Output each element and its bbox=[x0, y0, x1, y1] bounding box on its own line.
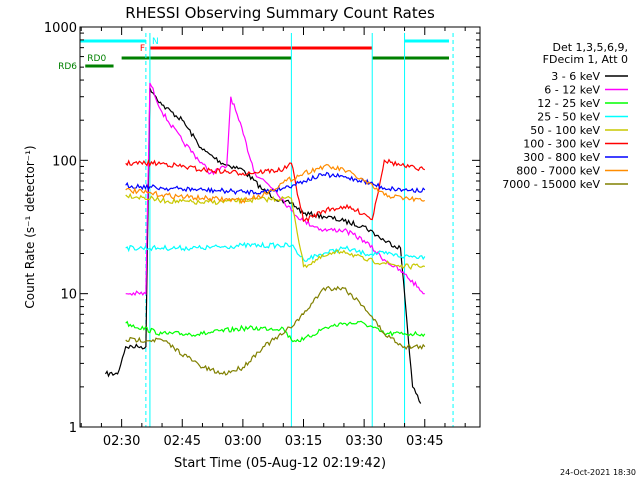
legend-label-5: 100 - 300 keV bbox=[523, 138, 600, 151]
flag-label-2: F bbox=[140, 44, 145, 54]
series-line-0 bbox=[104, 87, 422, 404]
legend-label-2: 12 - 25 keV bbox=[537, 97, 600, 110]
y-tick-label-0: 1 bbox=[69, 421, 77, 436]
legend-header-1: FDecim 1, Att 0 bbox=[543, 53, 628, 66]
x-tick-label-0: 02:30 bbox=[103, 434, 140, 449]
plot-frame bbox=[79, 26, 481, 428]
legend-header-0: Det 1,3,5,6,9, bbox=[552, 41, 628, 54]
legend-label-7: 800 - 7000 keV bbox=[516, 165, 600, 178]
x-tick-label-3: 03:15 bbox=[285, 434, 322, 449]
series-line-3 bbox=[125, 241, 426, 262]
chart-title: RHESSI Observing Summary Count Rates bbox=[125, 4, 435, 22]
x-tick-label-2: 03:00 bbox=[224, 434, 261, 449]
series-line-1 bbox=[125, 82, 425, 297]
x-axis-label: Start Time (05-Aug-12 02:19:42) bbox=[174, 456, 386, 471]
x-tick-label-1: 02:45 bbox=[164, 434, 201, 449]
legend: Det 1,3,5,6,9,FDecim 1, Att 0 3 - 6 keV6 … bbox=[502, 41, 628, 191]
legend-label-3: 25 - 50 keV bbox=[537, 111, 600, 124]
x-tick-label-5: 03:45 bbox=[406, 434, 443, 449]
legend-label-0: 3 - 6 keV bbox=[551, 70, 600, 83]
series-line-8 bbox=[125, 285, 426, 376]
series-line-2 bbox=[125, 320, 426, 343]
flag-label-1: N bbox=[152, 37, 159, 47]
series-line-7 bbox=[125, 163, 426, 204]
y-axis-label: Count Rate (s⁻¹ detector⁻¹) bbox=[23, 145, 37, 308]
y-tick-label-3: 1000 bbox=[44, 21, 77, 36]
flag-label-3: RD0 bbox=[87, 54, 106, 64]
legend-label-8: 7000 - 15000 keV bbox=[502, 178, 600, 191]
flag-label-4: RD6 bbox=[58, 62, 77, 72]
x-tick-label-4: 03:30 bbox=[345, 434, 382, 449]
series-line-5 bbox=[125, 158, 426, 223]
y-tick-label-2: 100 bbox=[52, 154, 77, 169]
legend-label-1: 6 - 12 keV bbox=[544, 84, 600, 97]
timestamp: 24-Oct-2021 18:30 bbox=[560, 468, 636, 477]
series-layer bbox=[104, 82, 426, 404]
series-line-4 bbox=[125, 192, 425, 270]
legend-label-4: 50 - 100 keV bbox=[530, 124, 600, 137]
axes: 1 10 100 1000 02:30 02:45 03:00 03:15 03:30 03:45 bbox=[44, 21, 480, 449]
legend-label-6: 300 - 800 keV bbox=[523, 151, 600, 164]
y-tick-label-1: 10 bbox=[60, 288, 77, 303]
